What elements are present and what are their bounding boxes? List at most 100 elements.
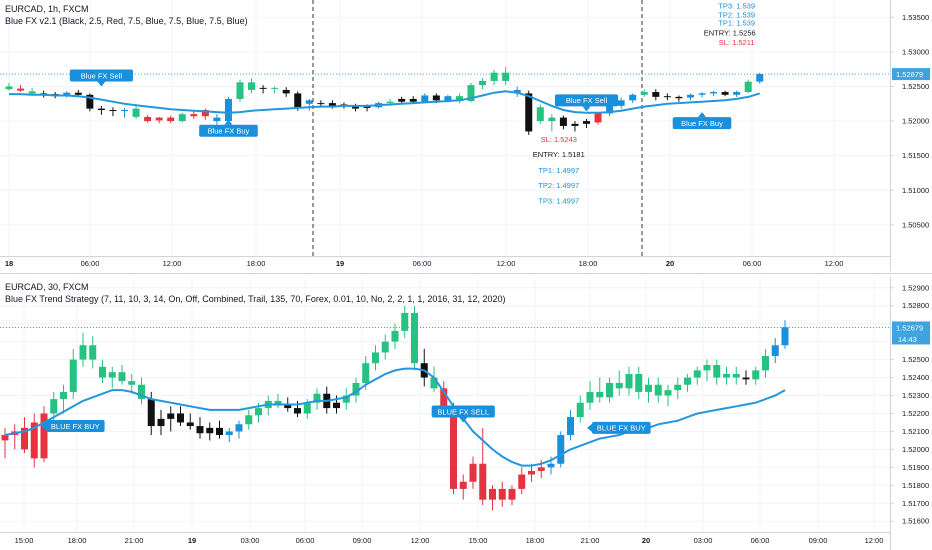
candle-body [432,95,440,101]
candle-body [69,359,77,392]
candle [450,402,457,495]
candle-body [284,404,292,409]
candle [548,114,556,132]
time-tick-label: 19 [336,259,344,268]
price-tick-label: 1.52200 [902,409,929,418]
price-tick-label: 1.52500 [902,355,929,364]
signal-tag-box [199,124,258,137]
candle [654,377,662,403]
candle-body [459,481,467,489]
candle-body [99,366,106,378]
candle [698,92,706,98]
candle [235,420,243,439]
signal-tag-label: BLUE FX BUY [597,424,646,433]
candle [259,85,267,94]
pane-1h-candles [5,67,764,135]
candle [342,388,350,410]
candle [693,366,701,385]
candle-body [235,424,243,432]
candle-body [79,345,87,360]
candle [99,359,106,383]
candle-body [518,474,526,489]
signal-tag: BLUE FX BUY [41,420,105,433]
candle [513,86,521,97]
candle-body [282,89,290,94]
candle [559,115,567,130]
candle-body [245,415,253,425]
signal-tag: BLUE FX BUY [587,421,651,434]
time-tick-label: 20 [666,259,674,268]
candle [635,366,643,400]
time-tick-label: 12:00 [497,259,516,268]
candle [411,305,418,371]
time-tick-label: 12:00 [825,259,844,268]
candle-body [559,117,567,126]
candle [489,485,496,511]
candle [79,332,87,367]
candle-body [528,470,535,475]
candle [713,359,721,385]
signal-tag-pointer [698,112,706,118]
signal-tag-label: BLUE FX BUY [51,422,100,431]
signal-tag-pointer [587,423,592,432]
candle-body [752,370,760,380]
candle-body [305,100,313,104]
candle-body [547,463,555,468]
candle [213,114,221,125]
candle-body [398,98,406,102]
candle-body [444,96,452,101]
trade-level-label: TP2: 1.539 [718,10,755,19]
candle-body [328,103,336,106]
price-tick-label: 1.53500 [902,13,929,22]
time-tick-label: 20 [642,536,650,545]
candle [586,381,594,410]
time-tick-label: 18:00 [526,536,545,545]
candle-body [28,91,36,94]
time-tick-label: 06:00 [296,536,315,545]
candle-body [177,413,184,423]
candle-body [490,72,498,81]
candle-body [317,103,325,105]
time-tick-label: 15:00 [469,536,488,545]
candle [225,427,233,443]
price-tick-label: 1.50500 [902,220,929,229]
signal-tag-pointer [97,81,106,87]
candle [401,305,409,339]
pane-30m: BLUE FX BUY BLUE FX SELL BLUE FX BUY 1.516… [0,277,930,550]
price-tick-label: 1.52100 [902,427,929,436]
candle-body [132,108,140,117]
candle-body [167,117,175,122]
candle-body [744,81,752,93]
price-tick-label: 1.52500 [902,82,929,91]
candle-body [372,352,379,364]
candle [752,366,760,385]
candle-body [362,363,370,383]
current-price-flag [892,68,930,81]
candle-body [537,467,545,471]
candle [190,111,198,120]
candle [157,409,165,436]
candle-body [213,117,221,122]
signal-tag-label: Blue FX Sell [566,96,608,105]
candle-body [548,117,556,122]
candle-body [186,422,194,427]
bar-countdown-label: 14:43 [898,335,917,344]
candle [742,370,750,385]
candle-body [698,93,706,95]
candle-body [294,408,301,414]
candle [536,104,544,124]
trade-level-label: SL: 1.5211 [719,38,755,47]
pane-1h: Blue FX Sell Blue FX Buy Blue FX Sell Blue … [0,0,930,274]
candle-body [479,463,487,500]
time-tick-label: 06:00 [743,259,762,268]
candle-body [733,92,741,95]
candle [617,97,625,109]
candle [645,377,652,403]
candle [508,485,516,506]
candle [781,320,789,349]
pane-1h-indicator-legend: Blue FX v2.1 (Black, 2.5, Red, 7.5, Blue… [5,16,248,26]
candle [167,406,175,432]
time-tick-label: 19 [188,536,196,545]
candle-body [421,95,429,102]
candle [686,93,694,101]
